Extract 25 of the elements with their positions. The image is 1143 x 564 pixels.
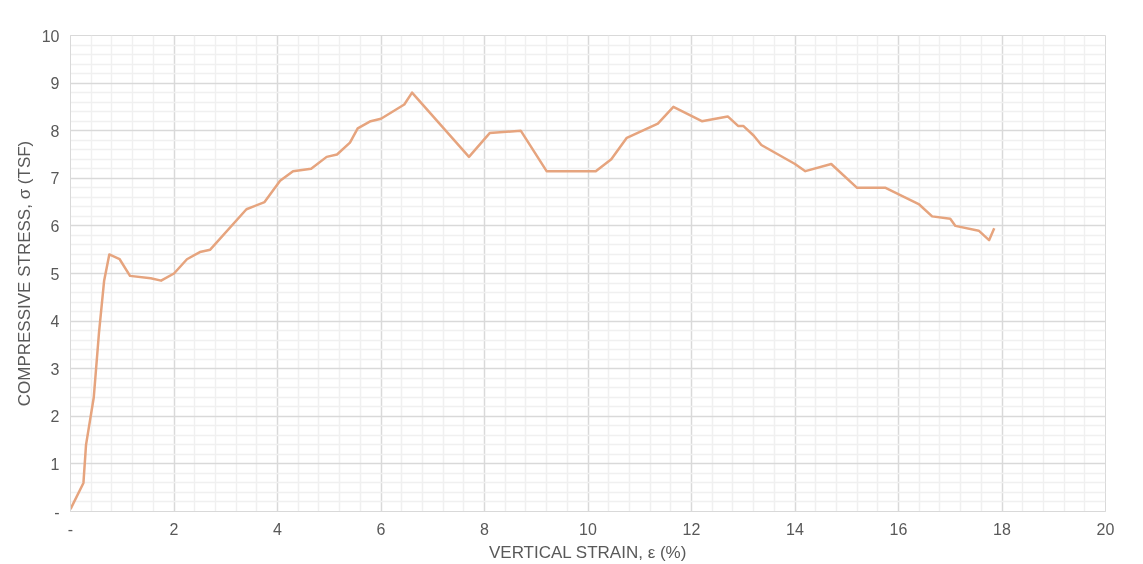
x-tick-label: 10 (579, 520, 597, 538)
x-tick-label: 16 (889, 520, 908, 538)
y-tick-label: 10 (41, 27, 60, 45)
x-tick-label: 20 (1096, 520, 1115, 538)
y-tick-label: 1 (50, 455, 60, 473)
x-tick-label: 6 (376, 520, 386, 538)
x-tick-label: - (67, 520, 74, 538)
y-tick-label: 2 (50, 408, 60, 426)
y-tick-label: 7 (50, 170, 60, 188)
y-tick-label: 9 (50, 75, 60, 93)
y-tick-label: 3 (50, 360, 60, 378)
y-axis-title: COMPRESSIVE STRESS, σ (TSF) (14, 140, 34, 407)
y-tick-label: - (54, 503, 60, 521)
x-tick-label: 4 (273, 520, 283, 538)
x-tick-label: 18 (993, 520, 1011, 538)
line-series (70, 91, 996, 511)
x-tick-label: 14 (786, 520, 804, 538)
x-axis-title: VERTICAL STRAIN, ε (%) (488, 542, 687, 562)
x-tick-label: 8 (480, 520, 490, 538)
y-tick-label: 4 (50, 313, 60, 331)
x-tick-label: 12 (682, 520, 701, 538)
y-tick-label: 6 (50, 217, 60, 235)
y-tick-label: 8 (50, 122, 60, 140)
y-tick-label: 5 (50, 265, 60, 283)
x-tick-label: 2 (169, 520, 179, 538)
